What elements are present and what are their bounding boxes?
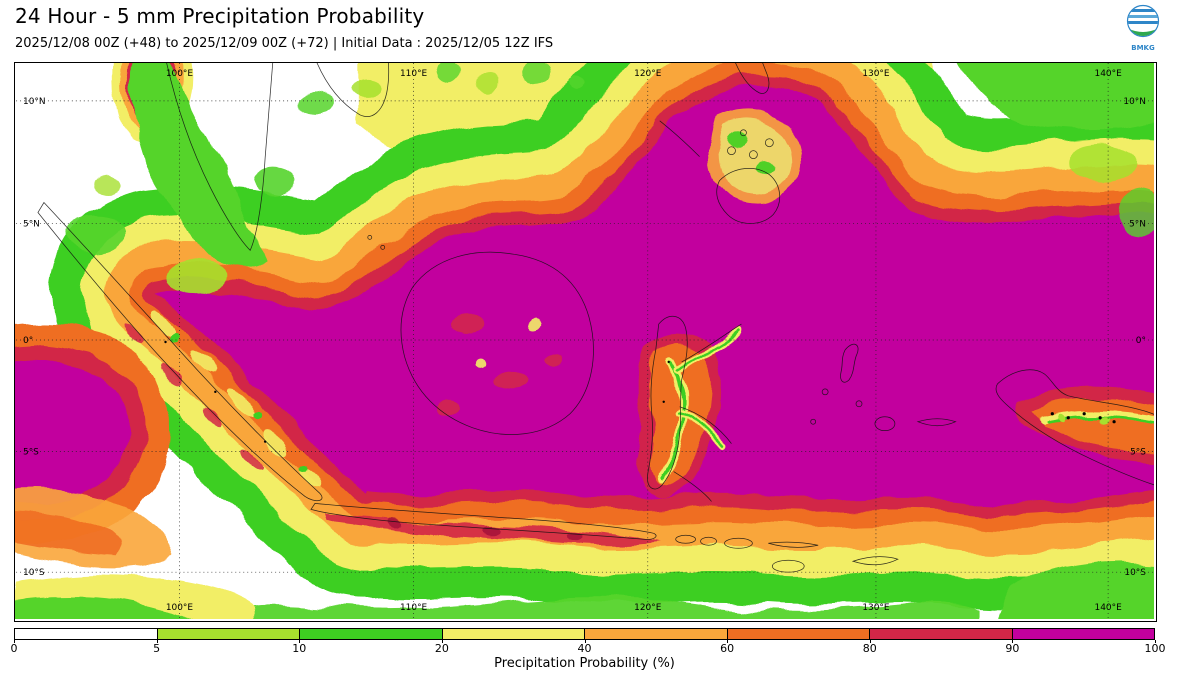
colorbar-tick: 10: [292, 642, 307, 655]
lat-label: 10°N: [1123, 97, 1146, 107]
colorbar-segment: [1012, 629, 1154, 639]
lat-label: 5°S: [23, 448, 39, 458]
colorbar-tick-mark: [299, 640, 301, 643]
colorbar-segment: [585, 629, 728, 639]
colorbar-tick: 40: [577, 642, 592, 655]
bmkg-logo: BMKG: [1122, 4, 1164, 52]
lat-label: 10°S: [1124, 568, 1146, 578]
colorbar-tick: 80: [862, 642, 877, 655]
lat-label: 5°S: [1130, 448, 1146, 458]
colorbar-segment: [15, 629, 158, 639]
lat-label: 10°S: [23, 568, 45, 578]
lat-label: 0°: [23, 336, 33, 346]
colorbar-segment: [727, 629, 870, 639]
colorbar-label: Precipitation Probability (%): [494, 656, 675, 671]
lon-label: 110°E: [400, 69, 428, 79]
colorbar-ticks: 0 5 10 20 40 60 80 90 100: [10, 640, 1166, 655]
colorbar-segment: [442, 629, 585, 639]
lon-label: 100°E: [166, 603, 194, 613]
bmkg-logo-label: BMKG: [1131, 44, 1155, 52]
lat-label: 5°N: [23, 219, 40, 229]
lon-label: 120°E: [634, 69, 662, 79]
colorbar-tick-mark: [1155, 640, 1156, 643]
lat-label: 5°N: [1129, 219, 1146, 229]
colorbar-segment: [870, 629, 1013, 639]
probability-field: [15, 63, 1154, 619]
colorbar-tick: 90: [1005, 642, 1020, 655]
colorbar-segment: [300, 629, 443, 639]
colorbar-tick-mark: [1012, 640, 1014, 643]
colorbar-segment: [157, 629, 300, 639]
lon-label: 130°E: [862, 603, 890, 613]
colorbar-tick: 0: [10, 642, 18, 655]
lon-label: 130°E: [862, 69, 890, 79]
lon-label: 140°E: [1094, 603, 1122, 613]
subtitle: 2025/12/08 00Z (+48) to 2025/12/09 00Z (…: [15, 36, 554, 51]
colorbar-tick: 5: [153, 642, 161, 655]
axis-labels: 100°E 110°E 120°E 130°E 140°E 100°E 110°…: [23, 69, 1146, 613]
lon-label: 140°E: [1094, 69, 1122, 79]
map-svg: 100°E 110°E 120°E 130°E 140°E 100°E 110°…: [15, 63, 1154, 619]
colorbar-tick: 100: [1144, 642, 1166, 655]
colorbar-bar: [14, 628, 1155, 640]
colorbar-tick-mark: [156, 640, 158, 643]
lon-label: 110°E: [400, 603, 428, 613]
colorbar-tick-mark: [441, 640, 443, 643]
bmkg-logo-globe: [1126, 4, 1160, 38]
colorbar-tick: 20: [434, 642, 449, 655]
lat-label: 0°: [1136, 336, 1146, 346]
colorbar: 0 5 10 20 40 60 80 90 100 Precipitation …: [10, 628, 1166, 671]
lat-label: 10°N: [23, 97, 46, 107]
colorbar-tick-mark: [869, 640, 871, 643]
colorbar-tick: 60: [720, 642, 735, 655]
terrain-dots: [164, 340, 1116, 443]
colorbar-tick-mark: [584, 640, 586, 643]
precipitation-map: 100°E 110°E 120°E 130°E 140°E 100°E 110°…: [14, 62, 1157, 622]
colorbar-tick-mark: [727, 640, 729, 643]
page-title: 24 Hour - 5 mm Precipitation Probability: [15, 4, 425, 28]
lon-label: 100°E: [166, 69, 194, 79]
lon-label: 120°E: [634, 603, 662, 613]
coastlines: [37, 63, 1154, 573]
colorbar-tick-mark: [14, 640, 15, 643]
